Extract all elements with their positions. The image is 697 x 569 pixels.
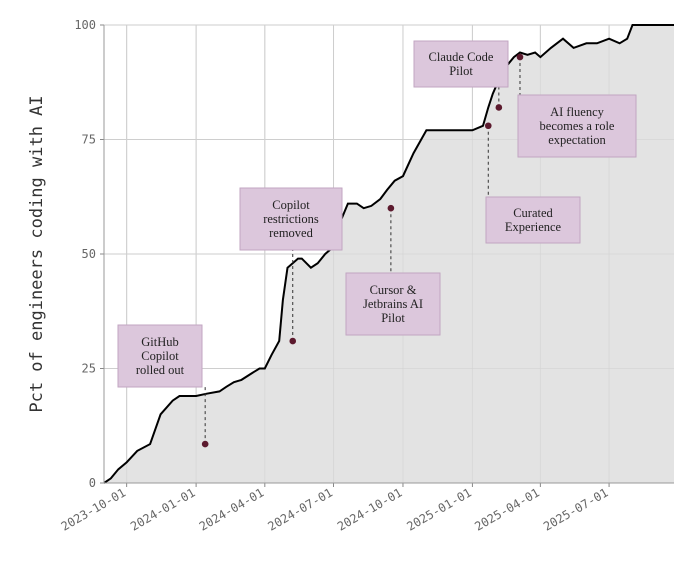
annotation-marker	[495, 104, 503, 111]
x-tick-label: 2025-07-01	[541, 485, 611, 533]
annotation-label: Copilot	[141, 349, 179, 363]
x-tick-label: 2023-10-01	[59, 485, 129, 533]
annotation-box	[517, 94, 637, 158]
annotation-marker	[484, 122, 492, 130]
annotation-marker	[201, 440, 209, 448]
annotation-label: Claude Code	[429, 50, 494, 64]
annotation-label: Jetbrains AI	[363, 297, 423, 311]
annotation-label: Copilot	[272, 198, 310, 212]
annotation-marker	[289, 337, 297, 345]
annotation-label: Experience	[505, 220, 562, 234]
annotation-label: restrictions	[263, 212, 319, 226]
y-tick-label: 25	[82, 362, 96, 376]
annotation-label: rolled out	[136, 363, 185, 377]
annotation-label: GitHub	[141, 335, 179, 349]
y-tick-label: 100	[74, 18, 96, 32]
annotation-label: Pilot	[381, 311, 405, 325]
annotation-marker	[387, 204, 395, 212]
x-tick-label: 2024-07-01	[265, 485, 335, 533]
annotation-label: Curated	[513, 206, 553, 220]
annotation-label: AI fluency	[550, 105, 605, 119]
annotation-box	[117, 324, 203, 388]
x-tick-label: 2025-01-01	[404, 485, 474, 533]
annotation-box	[413, 40, 509, 88]
x-tick-label: 2024-10-01	[335, 485, 405, 533]
annotation-box	[239, 187, 343, 251]
y-tick-label: 0	[89, 476, 96, 490]
annotation-box	[345, 272, 441, 336]
annotation-label: expectation	[548, 133, 606, 147]
x-tick-label: 2025-04-01	[472, 485, 542, 533]
x-tick-label: 2024-01-01	[128, 485, 198, 533]
annotation-label: removed	[269, 226, 313, 240]
annotation-label: Cursor &	[370, 283, 417, 297]
annotation-label: becomes a role	[540, 119, 615, 133]
annotation-box	[485, 196, 581, 244]
y-tick-label: 75	[82, 133, 96, 147]
y-axis-label: Pct of engineers coding with AI	[27, 95, 47, 412]
annotation-label: Pilot	[449, 64, 473, 78]
annotation-marker	[516, 53, 524, 61]
x-tick-label: 2024-04-01	[197, 485, 267, 533]
y-tick-label: 50	[82, 247, 96, 261]
